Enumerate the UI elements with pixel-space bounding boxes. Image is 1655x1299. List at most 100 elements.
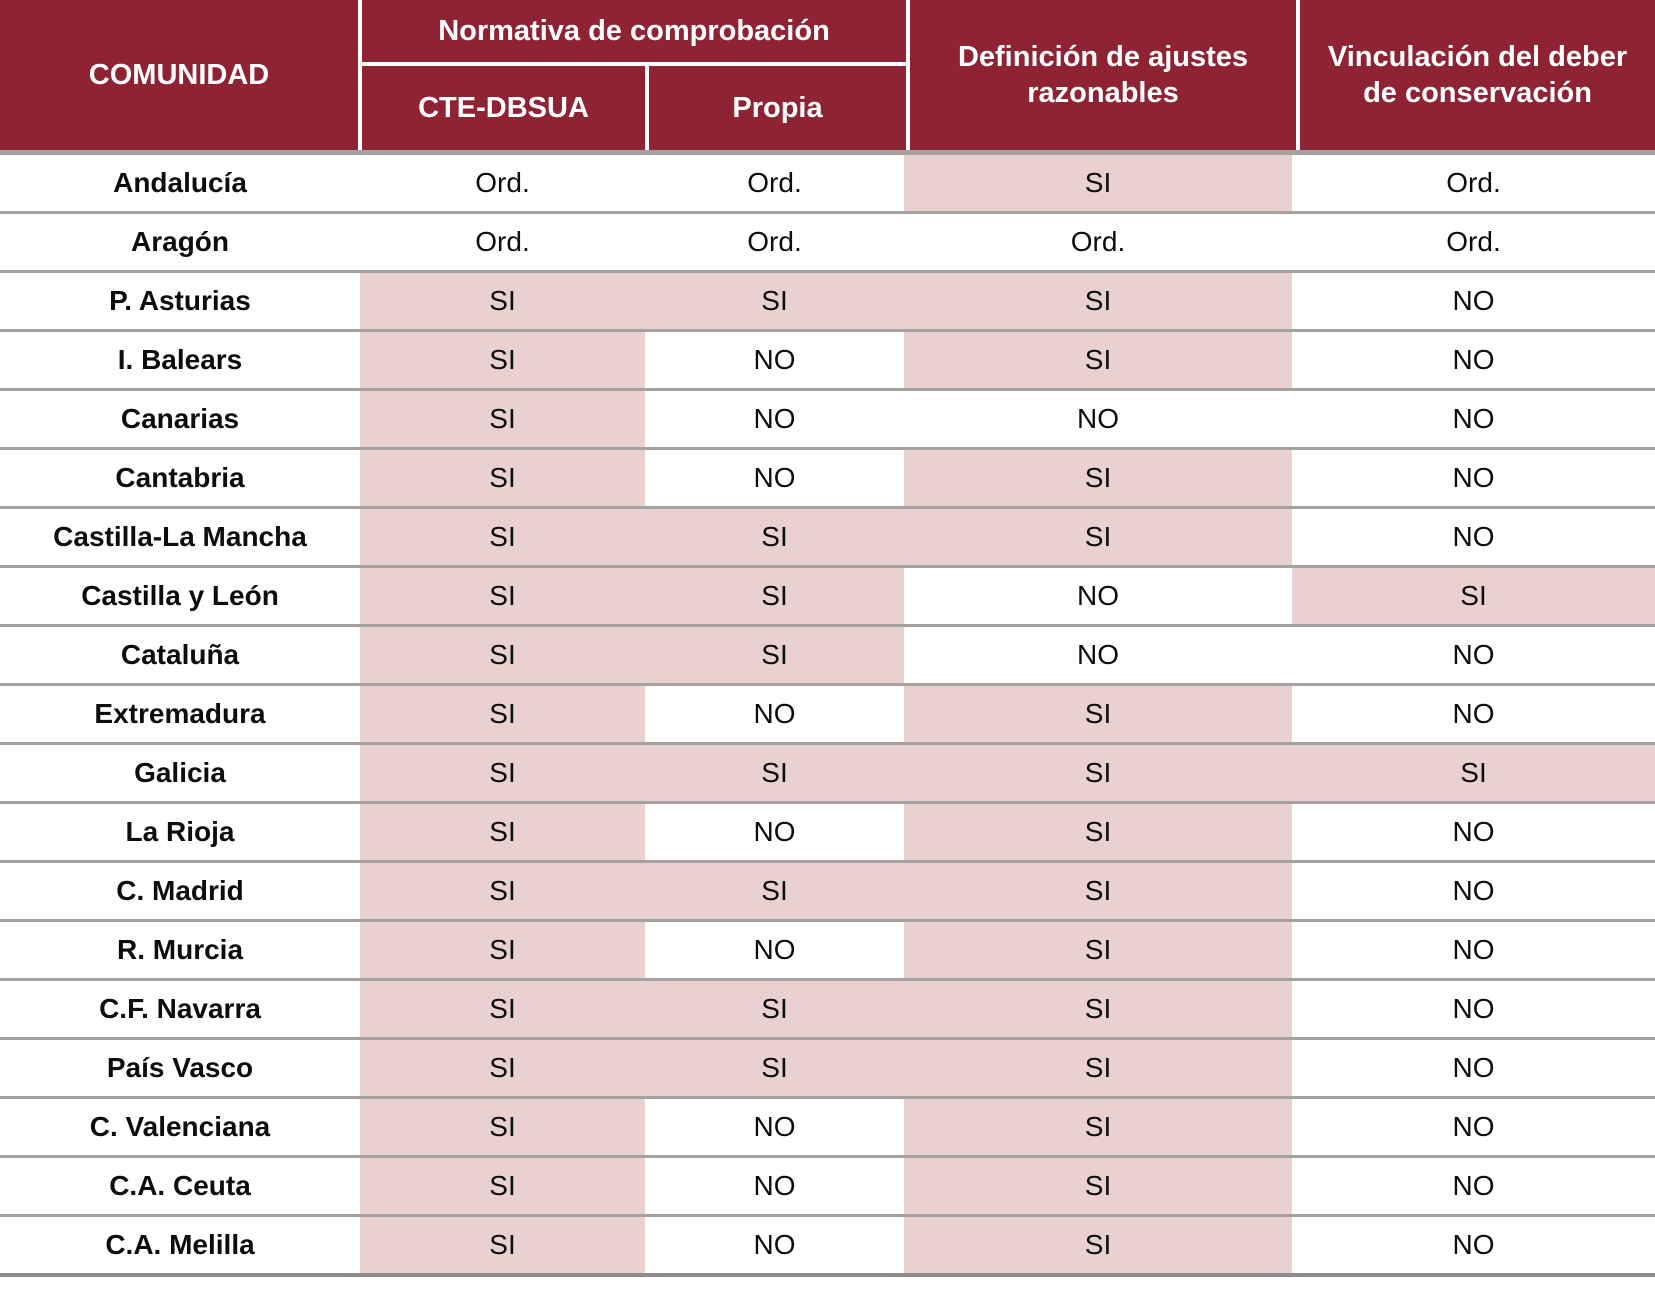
cell-vinculacion: SI bbox=[1292, 745, 1655, 801]
cell-cte-dbsua: SI bbox=[360, 509, 645, 565]
row-label: Galicia bbox=[0, 745, 360, 801]
table-row: Castilla y León SI SI NO SI bbox=[0, 568, 1655, 627]
cell-cte-dbsua: SI bbox=[360, 568, 645, 624]
cell-vinculacion: NO bbox=[1292, 509, 1655, 565]
cell-cte-dbsua: SI bbox=[360, 391, 645, 447]
table-row: Cantabria SI NO SI NO bbox=[0, 450, 1655, 509]
row-label: I. Balears bbox=[0, 332, 360, 388]
row-label: C.A. Melilla bbox=[0, 1217, 360, 1273]
cell-cte-dbsua: SI bbox=[360, 1040, 645, 1096]
cell-cte-dbsua: SI bbox=[360, 273, 645, 329]
cell-propia: NO bbox=[645, 922, 904, 978]
table-row: P. Asturias SI SI SI NO bbox=[0, 273, 1655, 332]
cell-definicion: SI bbox=[904, 155, 1292, 211]
cell-propia: SI bbox=[645, 568, 904, 624]
table-row: C.F. Navarra SI SI SI NO bbox=[0, 981, 1655, 1040]
header-cell-comunidad: COMUNIDAD bbox=[0, 0, 358, 150]
cell-cte-dbsua: SI bbox=[360, 922, 645, 978]
row-label: P. Asturias bbox=[0, 273, 360, 329]
cell-definicion: SI bbox=[904, 686, 1292, 742]
cell-definicion: SI bbox=[904, 1217, 1292, 1273]
row-label: Extremadura bbox=[0, 686, 360, 742]
table-row: La Rioja SI NO SI NO bbox=[0, 804, 1655, 863]
cell-definicion: SI bbox=[904, 863, 1292, 919]
cell-definicion: SI bbox=[904, 745, 1292, 801]
cell-propia: Ord. bbox=[645, 214, 904, 270]
table-row: Extremadura SI NO SI NO bbox=[0, 686, 1655, 745]
cell-cte-dbsua: Ord. bbox=[360, 155, 645, 211]
cell-definicion: SI bbox=[904, 1158, 1292, 1214]
row-label: Cantabria bbox=[0, 450, 360, 506]
cell-cte-dbsua: SI bbox=[360, 804, 645, 860]
cell-definicion: NO bbox=[904, 568, 1292, 624]
row-label: Canarias bbox=[0, 391, 360, 447]
cell-propia: NO bbox=[645, 332, 904, 388]
cell-vinculacion: NO bbox=[1292, 273, 1655, 329]
table-row: País Vasco SI SI SI NO bbox=[0, 1040, 1655, 1099]
row-label: C.F. Navarra bbox=[0, 981, 360, 1037]
cell-propia: NO bbox=[645, 391, 904, 447]
cell-vinculacion: NO bbox=[1292, 1158, 1655, 1214]
cell-cte-dbsua: SI bbox=[360, 450, 645, 506]
cell-definicion: SI bbox=[904, 922, 1292, 978]
header-cell-definicion: Definición de ajustes razonables bbox=[910, 0, 1296, 150]
cell-vinculacion: NO bbox=[1292, 804, 1655, 860]
cell-definicion: SI bbox=[904, 1040, 1292, 1096]
table-body: Andalucía Ord. Ord. SI Ord. Aragón Ord. … bbox=[0, 155, 1655, 1277]
cell-cte-dbsua: SI bbox=[360, 1099, 645, 1155]
table-row: I. Balears SI NO SI NO bbox=[0, 332, 1655, 391]
cell-propia: NO bbox=[645, 686, 904, 742]
cell-vinculacion: NO bbox=[1292, 1099, 1655, 1155]
table-row: Castilla-La Mancha SI SI SI NO bbox=[0, 509, 1655, 568]
table-row: R. Murcia SI NO SI NO bbox=[0, 922, 1655, 981]
cell-cte-dbsua: SI bbox=[360, 981, 645, 1037]
cell-vinculacion: NO bbox=[1292, 332, 1655, 388]
cell-vinculacion: NO bbox=[1292, 863, 1655, 919]
cell-propia: NO bbox=[645, 1099, 904, 1155]
cell-propia: SI bbox=[645, 627, 904, 683]
cell-propia: NO bbox=[645, 450, 904, 506]
cell-vinculacion: NO bbox=[1292, 1217, 1655, 1273]
cell-vinculacion: NO bbox=[1292, 391, 1655, 447]
cell-vinculacion: NO bbox=[1292, 627, 1655, 683]
cell-propia: SI bbox=[645, 981, 904, 1037]
header-cell-propia: Propia bbox=[649, 66, 906, 150]
cell-propia: Ord. bbox=[645, 155, 904, 211]
cell-definicion: SI bbox=[904, 273, 1292, 329]
cell-cte-dbsua: SI bbox=[360, 745, 645, 801]
cell-definicion: SI bbox=[904, 332, 1292, 388]
table-row: C.A. Melilla SI NO SI NO bbox=[0, 1217, 1655, 1277]
table-row: Cataluña SI SI NO NO bbox=[0, 627, 1655, 686]
table-row: C. Valenciana SI NO SI NO bbox=[0, 1099, 1655, 1158]
cell-cte-dbsua: SI bbox=[360, 627, 645, 683]
cell-definicion: SI bbox=[904, 450, 1292, 506]
cell-vinculacion: NO bbox=[1292, 450, 1655, 506]
cell-propia: SI bbox=[645, 273, 904, 329]
header-cell-vinculacion: Vinculación del deber de conservación bbox=[1300, 0, 1655, 150]
table-row: Galicia SI SI SI SI bbox=[0, 745, 1655, 804]
cell-vinculacion: NO bbox=[1292, 1040, 1655, 1096]
row-label: C.A. Ceuta bbox=[0, 1158, 360, 1214]
header-group-normativa: Normativa de comprobación bbox=[362, 0, 906, 62]
cell-propia: NO bbox=[645, 1217, 904, 1273]
cell-vinculacion: SI bbox=[1292, 568, 1655, 624]
row-label: Cataluña bbox=[0, 627, 360, 683]
cell-definicion: SI bbox=[904, 981, 1292, 1037]
cell-definicion: NO bbox=[904, 391, 1292, 447]
row-label: R. Murcia bbox=[0, 922, 360, 978]
cell-propia: NO bbox=[645, 1158, 904, 1214]
table-row: Andalucía Ord. Ord. SI Ord. bbox=[0, 155, 1655, 214]
table-row: C.A. Ceuta SI NO SI NO bbox=[0, 1158, 1655, 1217]
cell-vinculacion: NO bbox=[1292, 922, 1655, 978]
table-row: Aragón Ord. Ord. Ord. Ord. bbox=[0, 214, 1655, 273]
row-label: País Vasco bbox=[0, 1040, 360, 1096]
cell-cte-dbsua: SI bbox=[360, 332, 645, 388]
cell-definicion: SI bbox=[904, 804, 1292, 860]
cell-vinculacion: NO bbox=[1292, 686, 1655, 742]
table-row: Canarias SI NO NO NO bbox=[0, 391, 1655, 450]
row-label: La Rioja bbox=[0, 804, 360, 860]
cell-definicion: SI bbox=[904, 509, 1292, 565]
table-row: C. Madrid SI SI SI NO bbox=[0, 863, 1655, 922]
cell-propia: SI bbox=[645, 863, 904, 919]
